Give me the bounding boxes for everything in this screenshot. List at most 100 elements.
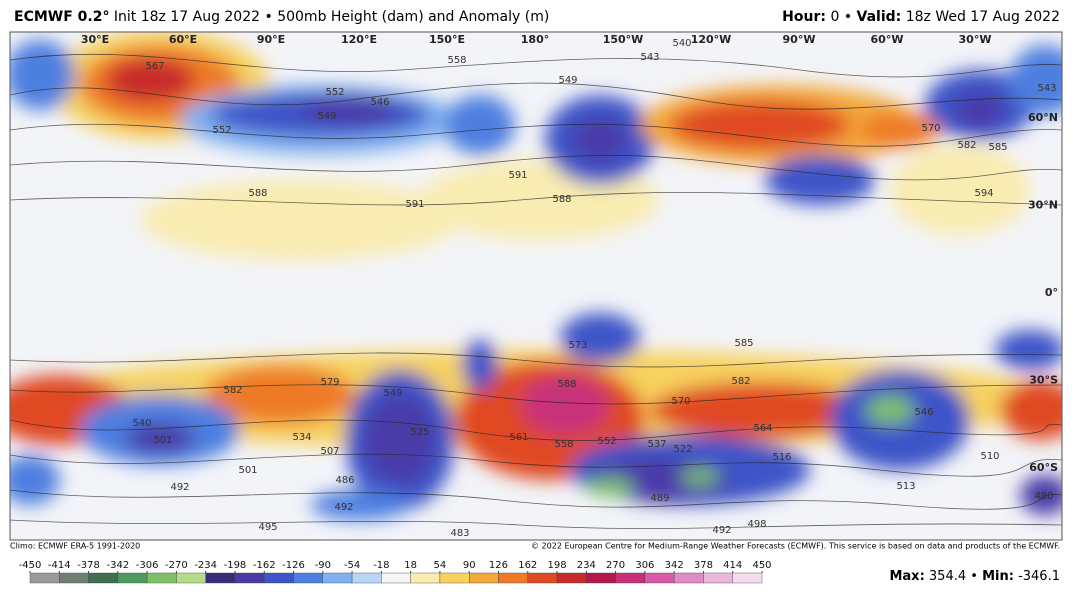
color-swatch	[205, 572, 236, 584]
contour-label: 543	[640, 52, 659, 63]
contour-label: 582	[731, 376, 750, 387]
lat-label: 30°N	[1028, 199, 1058, 212]
colorbar-tick-label: 162	[518, 560, 537, 571]
max-value: 354.4	[929, 569, 966, 584]
contour-labels: 567 558 543 540 549 552 546 549 552 591 588 591 588 5…	[132, 38, 1056, 539]
colorbar-tick-label: -90	[315, 560, 331, 571]
colorbar-tick-label: 414	[723, 560, 742, 571]
color-swatch	[59, 572, 89, 584]
color-swatch	[264, 572, 294, 584]
contour-label: 534	[292, 432, 311, 443]
lon-label: 90°E	[257, 33, 285, 46]
colorbar-tick-label: 90	[463, 560, 476, 571]
color-swatch	[469, 572, 499, 584]
hour-label: Hour:	[782, 9, 826, 25]
latitude-labels: 60°N 30°N 0° 30°S 60°S	[1028, 111, 1058, 474]
min-value: -346.1	[1018, 569, 1060, 584]
colorbar-tick-label: -162	[253, 560, 276, 571]
contour-label: 516	[772, 452, 791, 463]
min-label: Min:	[982, 569, 1014, 584]
colorbar-tick-label: -378	[77, 560, 100, 571]
contour-label: 492	[334, 502, 353, 513]
contour-label: 552	[597, 436, 616, 447]
colorbar-tick-label: 270	[606, 560, 625, 571]
lat-label: 0°	[1045, 286, 1058, 299]
colorbar-tick-label: 198	[547, 560, 566, 571]
contour-label: 495	[258, 522, 277, 533]
contour-label: 498	[747, 519, 766, 530]
contour-label: 594	[974, 188, 993, 199]
lon-label: 120°W	[691, 33, 732, 46]
colorbar-tick-label: 126	[489, 560, 508, 571]
longitude-labels: 30°E 60°E 90°E 120°E 150°E 180° 150°W 120°W 90°W…	[81, 33, 992, 46]
contour-label: 591	[508, 170, 527, 181]
lon-label: 60°E	[169, 33, 197, 46]
contour-label: 537	[647, 439, 666, 450]
contour-label: 543	[1037, 83, 1056, 94]
lat-label: 30°S	[1029, 374, 1058, 387]
color-swatch	[88, 572, 119, 584]
colorbar-tick-label: 450	[752, 560, 771, 571]
color-swatch	[615, 572, 646, 584]
contour-label: 582	[957, 140, 976, 151]
contour-label: 501	[153, 435, 172, 446]
colorbar-tick-label: -306	[136, 560, 159, 571]
credit: © 2022 European Centre for Medium-Range …	[531, 542, 1060, 551]
color-swatch	[644, 572, 675, 584]
color-swatch	[556, 572, 587, 584]
climo-note: Climo: ECMWF ERA-5 1991-2020	[10, 542, 140, 551]
colorbar-tick-label: -414	[48, 560, 71, 571]
lon-label: 180°	[521, 33, 549, 46]
contour-label: 525	[410, 427, 429, 438]
contour-label: 585	[734, 338, 753, 349]
contour-label: 552	[212, 125, 231, 136]
contour-label: 558	[447, 55, 466, 66]
contour-label: 588	[552, 194, 571, 205]
color-swatch	[703, 572, 733, 584]
contour-label: 480	[1034, 491, 1053, 502]
color-swatch	[439, 572, 470, 584]
contour-label: 522	[673, 444, 692, 455]
lon-label: 120°E	[341, 33, 377, 46]
colorbar: -450 -414 -378 -342 -306 -270 -234 -198 -162 -126…	[19, 560, 772, 584]
contour-label: 585	[988, 142, 1007, 153]
colorbar-tick-label: -198	[224, 560, 247, 571]
hour: 0	[830, 9, 839, 25]
map-border	[9, 31, 1063, 541]
contour-label: 582	[223, 385, 242, 396]
max-label: Max:	[889, 569, 924, 584]
color-swatch	[234, 572, 265, 584]
title: ECMWF 0.2° Init 18z 17 Aug 2022 • 500mb …	[14, 9, 549, 25]
lon-label: 30°W	[959, 33, 992, 46]
color-swatch	[381, 572, 411, 584]
color-swatch	[673, 572, 704, 584]
contour-label: 540	[672, 38, 691, 49]
separator: •	[264, 9, 272, 25]
colorbar-tick-label: 342	[665, 560, 684, 571]
color-swatch	[732, 572, 763, 584]
valid: 18z Wed 17 Aug 2022	[906, 9, 1060, 25]
lon-label: 30°E	[81, 33, 109, 46]
colorbar-tick-label: -126	[282, 560, 305, 571]
color-swatch	[410, 572, 441, 584]
color-swatch	[29, 572, 60, 584]
contour-label: 570	[921, 123, 940, 134]
contour-label: 549	[317, 111, 336, 122]
contour-label: 561	[509, 432, 528, 443]
contour-label: 546	[370, 97, 389, 108]
contour-label: 489	[650, 493, 669, 504]
colorbar-tick-label: 234	[577, 560, 596, 571]
valid-label: Valid:	[857, 9, 902, 25]
product: 500mb Height (dam) and Anomaly (m)	[277, 9, 549, 25]
color-swatch	[322, 572, 353, 584]
colorbar-tick-label: -342	[106, 560, 129, 571]
contour-label: 558	[554, 439, 573, 450]
color-swatch	[498, 572, 528, 584]
contour-label: 591	[405, 199, 424, 210]
contour-label: 549	[383, 388, 402, 399]
lon-label: 90°W	[783, 33, 816, 46]
contour-label: 588	[248, 188, 267, 199]
model: ECMWF 0.2°	[14, 9, 109, 25]
stats: Max: 354.4 • Min: -346.1	[889, 569, 1060, 584]
